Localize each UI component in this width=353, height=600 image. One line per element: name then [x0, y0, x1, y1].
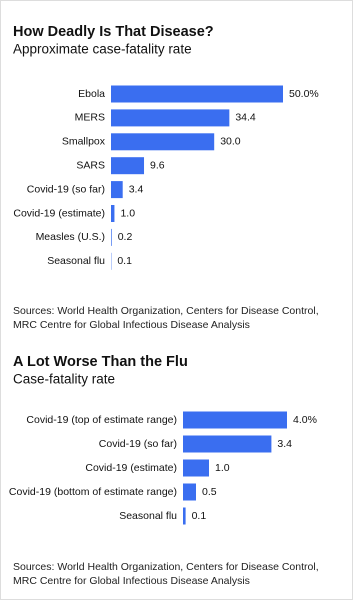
category-label: Smallpox — [62, 136, 106, 148]
source-note: Sources: World Health Organization, Cent… — [13, 561, 319, 573]
category-label: Seasonal flu — [119, 510, 177, 522]
category-label: MERS — [75, 112, 105, 124]
source-note: MRC Centre for Global Infectious Disease… — [13, 319, 250, 331]
source-note: Sources: World Health Organization, Cent… — [13, 305, 319, 317]
category-label: Covid-19 (estimate) — [13, 207, 105, 219]
value-label: 50.0% — [289, 88, 319, 100]
bar — [111, 133, 215, 151]
bar — [111, 157, 145, 175]
bar — [183, 459, 209, 477]
bar — [111, 228, 112, 246]
value-label: 34.4 — [235, 112, 256, 124]
bar — [183, 411, 287, 429]
bar — [111, 205, 115, 222]
category-label: Seasonal flu — [47, 255, 105, 267]
category-label: Covid-19 (so far) — [99, 438, 177, 450]
value-label: 4.0% — [293, 414, 317, 426]
value-label: 3.4 — [277, 438, 292, 450]
category-label: Covid-19 (estimate) — [85, 462, 177, 474]
chart-subtitle: Approximate case-fatality rate — [13, 42, 192, 57]
value-label: 0.1 — [192, 510, 207, 522]
chart-title: A Lot Worse Than the Flu — [13, 354, 188, 370]
category-label: Covid-19 (so far) — [27, 183, 105, 195]
source-note: MRC Centre for Global Infectious Disease… — [13, 575, 250, 587]
value-label: 1.0 — [215, 462, 230, 474]
bar — [111, 109, 230, 127]
bar — [111, 85, 283, 103]
value-label: 3.4 — [129, 183, 144, 195]
bar — [183, 483, 196, 501]
value-label: 1.0 — [120, 207, 135, 219]
chart-title: How Deadly Is That Disease? — [13, 24, 214, 40]
value-label: 30.0 — [220, 136, 241, 148]
value-label: 0.1 — [117, 255, 132, 267]
category-label: Ebola — [78, 88, 105, 100]
category-label: Measles (U.S.) — [36, 231, 105, 243]
value-label: 9.6 — [150, 159, 165, 171]
category-label: SARS — [76, 159, 105, 171]
bar — [183, 435, 272, 453]
chart-subtitle: Case-fatality rate — [13, 372, 115, 387]
bar — [111, 181, 123, 199]
bar — [183, 507, 186, 525]
category-label: Covid-19 (bottom of estimate range) — [9, 486, 177, 498]
value-label: 0.5 — [202, 486, 217, 498]
category-label: Covid-19 (top of estimate range) — [26, 414, 177, 426]
value-label: 0.2 — [118, 231, 133, 243]
